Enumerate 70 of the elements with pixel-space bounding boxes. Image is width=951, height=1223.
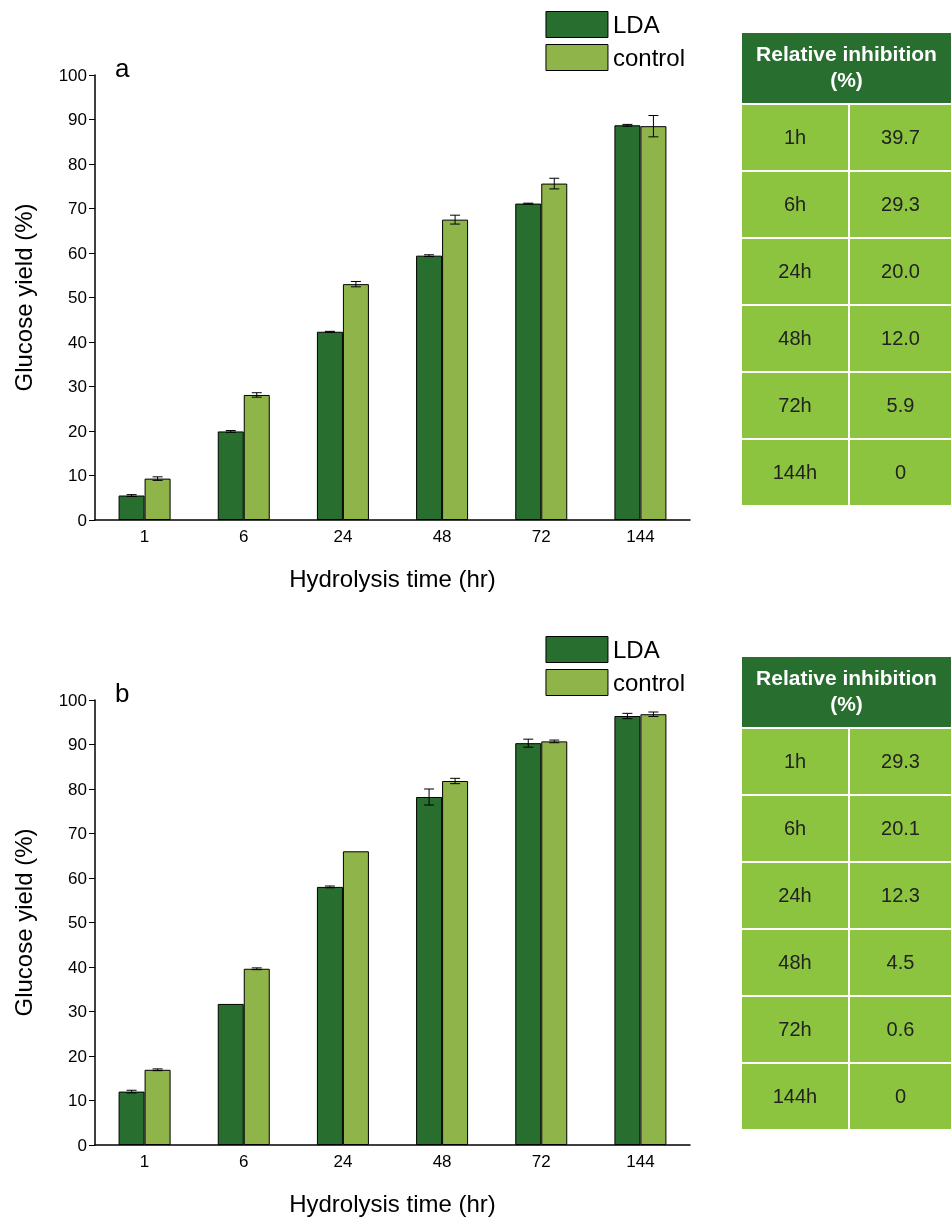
y-tick-label: 40 bbox=[68, 957, 87, 977]
y-tick-label: 10 bbox=[68, 1091, 87, 1110]
x-tick-label: 1 bbox=[139, 527, 150, 546]
category-label: 48h bbox=[742, 928, 850, 995]
x-tick-label: 6 bbox=[239, 527, 249, 546]
category-label: 72h bbox=[742, 995, 850, 1062]
y-tick-label: 60 bbox=[68, 868, 87, 888]
x-tick-label: 24 bbox=[333, 527, 353, 546]
category-label: 24h bbox=[742, 237, 850, 304]
y-axis-title: Glucose yield (%) bbox=[9, 203, 37, 392]
x-axis-title: Hydrolysis time (hr) bbox=[289, 1189, 496, 1217]
y-tick-label: 40 bbox=[68, 332, 87, 352]
y-tick-label: 80 bbox=[68, 154, 87, 174]
legend-label: control bbox=[612, 669, 686, 696]
category-label: 144h bbox=[742, 1062, 850, 1129]
y-tick-label: 70 bbox=[68, 824, 87, 843]
x-tick-label: 72 bbox=[531, 527, 551, 546]
text: Relative inhibition (%) bbox=[742, 33, 951, 103]
category-label: 1h bbox=[742, 103, 850, 170]
y-tick-label: 30 bbox=[68, 1002, 87, 1021]
y-tick-label: 100 bbox=[58, 690, 87, 710]
legend-label: LDA bbox=[612, 11, 660, 38]
annotation: a bbox=[115, 53, 130, 83]
y-tick-label: 50 bbox=[68, 288, 87, 307]
annotation: b bbox=[115, 678, 130, 708]
x-tick-label: 144 bbox=[626, 1152, 655, 1171]
text: 39.7 bbox=[881, 126, 920, 148]
category-label: 48h bbox=[742, 304, 850, 371]
y-tick-label: 0 bbox=[77, 1135, 87, 1155]
text: 0.6 bbox=[886, 1018, 915, 1040]
text: Relative inhibition (%) bbox=[742, 657, 951, 727]
legend-label: control bbox=[612, 44, 686, 71]
y-tick-label: 90 bbox=[68, 735, 87, 754]
x-tick-label: 48 bbox=[432, 527, 452, 546]
x-tick-label: 6 bbox=[239, 1152, 249, 1171]
x-tick-label: 1 bbox=[139, 1152, 150, 1171]
y-tick-label: 20 bbox=[68, 421, 87, 441]
text: 0 bbox=[894, 461, 907, 483]
x-axis-title: Hydrolysis time (hr) bbox=[289, 564, 496, 592]
category-label: 6h bbox=[742, 170, 850, 237]
text: 0 bbox=[894, 1085, 907, 1107]
text: 12.3 bbox=[881, 884, 920, 906]
y-tick-label: 90 bbox=[68, 110, 87, 129]
y-tick-label: 50 bbox=[68, 913, 87, 932]
y-tick-label: 80 bbox=[68, 779, 87, 799]
y-tick-label: 0 bbox=[77, 510, 87, 530]
x-tick-label: 24 bbox=[333, 1152, 353, 1171]
y-tick-label: 20 bbox=[68, 1046, 87, 1066]
y-tick-label: 60 bbox=[68, 243, 87, 263]
y-tick-label: 30 bbox=[68, 377, 87, 396]
text: 29.3 bbox=[881, 750, 920, 772]
y-tick-label: 70 bbox=[68, 199, 87, 218]
category-label: 24h bbox=[742, 861, 850, 928]
text: 12.0 bbox=[881, 327, 920, 349]
category-label: 6h bbox=[742, 794, 850, 861]
x-tick-label: 72 bbox=[531, 1152, 551, 1171]
y-axis-title: Glucose yield (%) bbox=[9, 828, 37, 1017]
text: 5.9 bbox=[886, 394, 915, 416]
text: 4.5 bbox=[886, 951, 915, 973]
x-tick-label: 48 bbox=[432, 1152, 452, 1171]
category-label: 144h bbox=[742, 438, 850, 505]
text: 29.3 bbox=[881, 193, 920, 215]
category-label: 1h bbox=[742, 727, 850, 794]
category-label: 72h bbox=[742, 371, 850, 438]
text: 20.1 bbox=[881, 817, 920, 839]
legend-label: LDA bbox=[612, 636, 660, 663]
text: 20.0 bbox=[881, 260, 920, 282]
y-tick-label: 10 bbox=[68, 466, 87, 485]
y-tick-label: 100 bbox=[58, 65, 87, 85]
x-tick-label: 144 bbox=[626, 527, 655, 546]
